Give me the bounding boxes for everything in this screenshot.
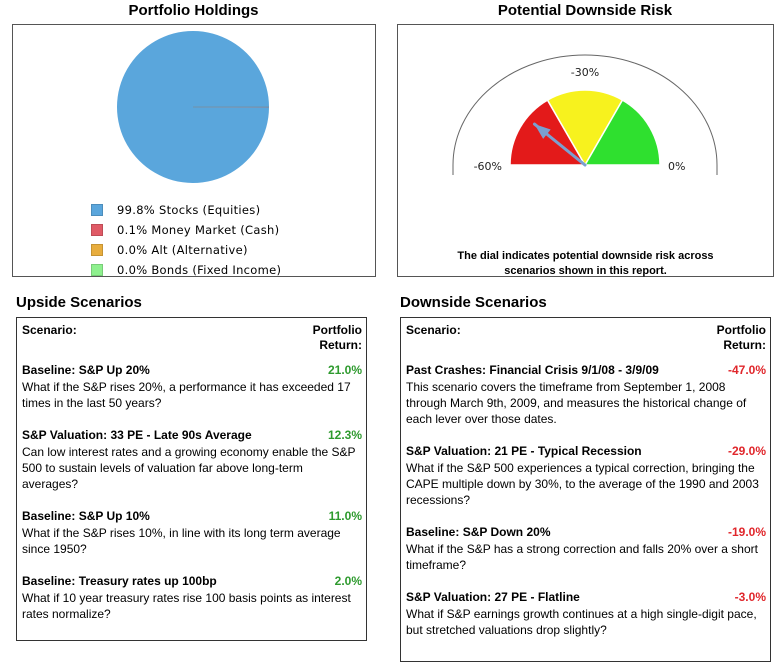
upside-header: Scenario: Portfolio Return: xyxy=(22,323,362,353)
scenario-item: Baseline: S&P Up 20% 21.0% What if the S&P… xyxy=(22,362,362,411)
scenario-description: What if the S&P rises 20%, a performance… xyxy=(22,380,351,410)
holdings-title: Portfolio Holdings xyxy=(128,2,259,19)
scenario-return: -3.0% xyxy=(734,590,766,604)
scenario-name: S&P Valuation: 33 PE - Late 90s Average xyxy=(22,428,252,442)
legend-item: 99.8% Stocks (Equities) xyxy=(91,200,281,220)
scenario-item: S&P Valuation: 33 PE - Late 90s Average 1… xyxy=(22,427,362,492)
scenario-name: Baseline: S&P Down 20% xyxy=(406,525,551,539)
risk-note-line-2: scenarios shown in this report. xyxy=(504,265,667,277)
scenario-item: Baseline: S&P Up 10% 11.0% What if the S&P… xyxy=(22,508,362,557)
gauge-frame xyxy=(452,54,718,175)
legend-label: 99.8% Stocks (Equities) xyxy=(117,203,261,217)
scenario-name: Baseline: Treasury rates up 100bp xyxy=(22,574,217,588)
scenario-description: What if 10 year treasury rates rise 100 … xyxy=(22,591,351,621)
scenario-header: S&P Valuation: 33 PE - Late 90s Average 1… xyxy=(22,427,362,443)
gauge-zone xyxy=(583,99,661,166)
scenario-header: S&P Valuation: 21 PE - Typical Recession… xyxy=(406,443,766,459)
risk-note-line-1: The dial indicates potential downside ri… xyxy=(457,250,714,262)
downside-header: Scenario: Portfolio Return: xyxy=(406,323,766,353)
downside-title: Downside Scenarios xyxy=(400,294,547,311)
holdings-legend: 99.8% Stocks (Equities) 0.1% Money Market… xyxy=(91,200,281,280)
scenario-name: S&P Valuation: 21 PE - Typical Recession xyxy=(406,444,642,458)
holdings-pie-chart xyxy=(117,30,269,183)
legend-swatch xyxy=(91,224,103,236)
scenario-description: This scenario covers the timeframe from … xyxy=(406,380,747,426)
scenario-header: Baseline: Treasury rates up 100bp 2.0% xyxy=(22,573,362,589)
scenario-description: What if the S&P rises 10%, in line with … xyxy=(22,526,341,556)
scenario-header: Baseline: S&P Down 20% -19.0% xyxy=(406,524,766,540)
upside-box: Scenario: Portfolio Return: Baseline: S&P… xyxy=(16,317,367,641)
scenario-return: 2.0% xyxy=(334,574,362,588)
upside-list: Baseline: S&P Up 20% 21.0% What if the S&P… xyxy=(22,362,362,622)
scenario-item: Past Crashes: Financial Crisis 9/1/08 - … xyxy=(406,362,766,427)
scenario-return: 12.3% xyxy=(327,428,362,442)
downside-header-return-line-2: Return: xyxy=(723,338,766,352)
downside-list: Past Crashes: Financial Crisis 9/1/08 - … xyxy=(406,362,766,638)
scenario-return: -29.0% xyxy=(727,444,766,458)
scenario-header: Baseline: S&P Up 20% 21.0% xyxy=(22,362,362,378)
holdings-panel: 99.8% Stocks (Equities) 0.1% Money Market… xyxy=(12,24,376,277)
legend-label: 0.0% Alt (Alternative) xyxy=(117,243,248,257)
upside-header-return-line-1: Portfolio xyxy=(312,323,362,337)
gauge-tick-label: 0% xyxy=(668,160,685,173)
risk-gauge-chart: -60% -30% 0% xyxy=(452,54,718,175)
legend-swatch xyxy=(91,264,103,276)
gauge-tick-label: -30% xyxy=(571,66,599,79)
scenario-description: What if the S&P has a strong correction … xyxy=(406,542,758,572)
scenario-return: 11.0% xyxy=(328,509,362,523)
gauge-needle-arrowhead xyxy=(534,124,551,139)
scenario-header: Past Crashes: Financial Crisis 9/1/08 - … xyxy=(406,362,766,378)
downside-header-return: Portfolio Return: xyxy=(717,323,766,353)
scenario-description: Can low interest rates and a growing eco… xyxy=(22,445,356,491)
legend-label: 0.1% Money Market (Cash) xyxy=(117,223,280,237)
scenario-header: S&P Valuation: 27 PE - Flatline -3.0% xyxy=(406,589,766,605)
risk-title: Potential Downside Risk xyxy=(497,2,673,19)
legend-item: 0.1% Money Market (Cash) xyxy=(91,220,281,240)
scenario-return: -19.0% xyxy=(727,525,766,539)
downside-box: Scenario: Portfolio Return: Past Crashes:… xyxy=(400,317,771,662)
scenario-return: 21.0% xyxy=(327,363,362,377)
legend-swatch xyxy=(91,204,103,216)
upside-header-return-line-2: Return: xyxy=(319,338,362,352)
scenario-description: What if the S&P 500 experiences a typica… xyxy=(406,461,759,507)
upside-title: Upside Scenarios xyxy=(16,294,142,311)
risk-note: The dial indicates potential downside ri… xyxy=(398,249,773,279)
risk-panel: -60% -30% 0% The dial indicates potential … xyxy=(397,24,774,277)
scenario-name: S&P Valuation: 27 PE - Flatline xyxy=(406,590,580,604)
legend-item: 0.0% Bonds (Fixed Income) xyxy=(91,260,281,280)
scenario-description: What if S&P earnings growth continues at… xyxy=(406,607,757,637)
scenario-header: Baseline: S&P Up 10% 11.0% xyxy=(22,508,362,524)
scenario-name: Baseline: S&P Up 10% xyxy=(22,509,150,523)
scenario-item: Baseline: S&P Down 20% -19.0% What if the … xyxy=(406,524,766,573)
upside-header-return: Portfolio Return: xyxy=(313,323,362,353)
upside-header-scenario: Scenario: xyxy=(22,323,77,337)
scenario-item: Baseline: Treasury rates up 100bp 2.0% Wha… xyxy=(22,573,362,622)
gauge-zone xyxy=(546,89,624,167)
legend-label: 0.0% Bonds (Fixed Income) xyxy=(117,263,282,277)
gauge-tick-label: -60% xyxy=(474,160,502,173)
downside-header-return-line-1: Portfolio xyxy=(716,323,766,337)
scenario-return: -47.0% xyxy=(727,363,766,377)
legend-item: 0.0% Alt (Alternative) xyxy=(91,240,281,260)
scenario-item: S&P Valuation: 27 PE - Flatline -3.0% What… xyxy=(406,589,766,638)
downside-header-scenario: Scenario: xyxy=(406,323,461,337)
scenario-name: Past Crashes: Financial Crisis 9/1/08 - … xyxy=(406,363,659,377)
scenario-name: Baseline: S&P Up 20% xyxy=(22,363,150,377)
scenario-item: S&P Valuation: 21 PE - Typical Recession… xyxy=(406,443,766,508)
legend-swatch xyxy=(91,244,103,256)
